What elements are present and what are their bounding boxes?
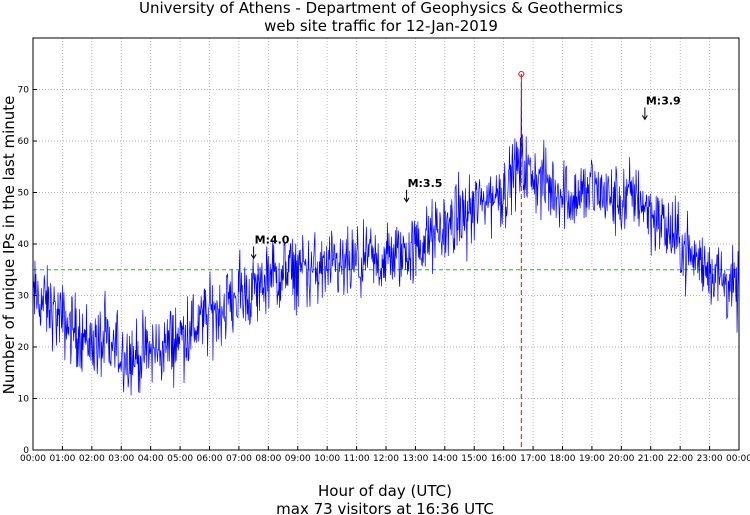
- x-tick-label: 18:00: [550, 454, 576, 464]
- x-tick-label: 19:00: [579, 454, 605, 464]
- y-tick-label: 70: [18, 86, 30, 96]
- x-tick-label: 08:00: [255, 454, 281, 464]
- x-tick-label: 10:00: [314, 454, 340, 464]
- y-tick-labels: 0 10 20 30 40 50 60 70: [18, 86, 37, 456]
- annotation-label: M:4.0: [255, 233, 290, 246]
- y-tick-label: 0: [23, 446, 29, 456]
- x-tick-label: 21:00: [638, 454, 664, 464]
- x-tick-label: 01:00: [49, 454, 75, 464]
- annotations-group: M:4.0 M:3.5 M:3.9: [250, 94, 681, 260]
- y-axis-label: Number of unique IPs in the last minute: [0, 96, 18, 395]
- x-tick-label: 07:00: [226, 454, 252, 464]
- traffic-series-line: [32, 74, 740, 396]
- y-tick-label: 10: [18, 395, 30, 405]
- x-tick-label: 06:00: [197, 454, 223, 464]
- x-tick-labels: 00:00 01:00 02:00 03:00 04:00 05:00 06:00 07:00…: [20, 446, 750, 464]
- annotation-label: M:3.9: [646, 94, 681, 107]
- x-tick-label: 14:00: [432, 454, 458, 464]
- x-tick-label: 03:00: [108, 454, 134, 464]
- chart-subtitle: web site traffic for 12-Jan-2019: [264, 17, 498, 35]
- x-tick-label: 02:00: [79, 454, 105, 464]
- x-tick-label: 09:00: [285, 454, 311, 464]
- x-tick-label: 13:00: [402, 454, 428, 464]
- x-tick-label: 20:00: [608, 454, 634, 464]
- x-tick-label: 05:00: [167, 454, 193, 464]
- x-tick-label: 11:00: [344, 454, 370, 464]
- grid-lines: [33, 38, 739, 450]
- x-tick-label: 00:00: [726, 454, 750, 464]
- x-tick-label: 12:00: [373, 454, 399, 464]
- y-tick-label: 50: [18, 189, 30, 199]
- y-tick-label: 30: [18, 292, 30, 302]
- y-tick-label: 60: [18, 137, 30, 147]
- x-tick-label: 16:00: [491, 454, 517, 464]
- annotation-arrow-head: [403, 197, 410, 203]
- annotation-arrow-head: [641, 115, 648, 121]
- x-tick-label: 23:00: [697, 454, 723, 464]
- max-summary: max 73 visitors at 16:36 UTC: [276, 500, 494, 515]
- y-tick-label: 40: [18, 240, 30, 250]
- x-tick-label: 22:00: [667, 454, 693, 464]
- x-axis-label: Hour of day (UTC): [318, 482, 452, 500]
- annotation-arrow-head: [250, 254, 257, 260]
- x-tick-label: 00:00: [20, 454, 46, 464]
- chart-title: University of Athens - Department of Geo…: [139, 0, 623, 17]
- traffic-series-group: [32, 74, 740, 396]
- annotation-label: M:3.5: [408, 177, 443, 190]
- peak-marker-group: [518, 71, 525, 450]
- peak-marker-circle: [518, 71, 525, 78]
- x-tick-label: 15:00: [461, 454, 487, 464]
- x-tick-label: 04:00: [138, 454, 164, 464]
- y-tick-label: 20: [18, 343, 30, 353]
- x-tick-label: 17:00: [520, 454, 546, 464]
